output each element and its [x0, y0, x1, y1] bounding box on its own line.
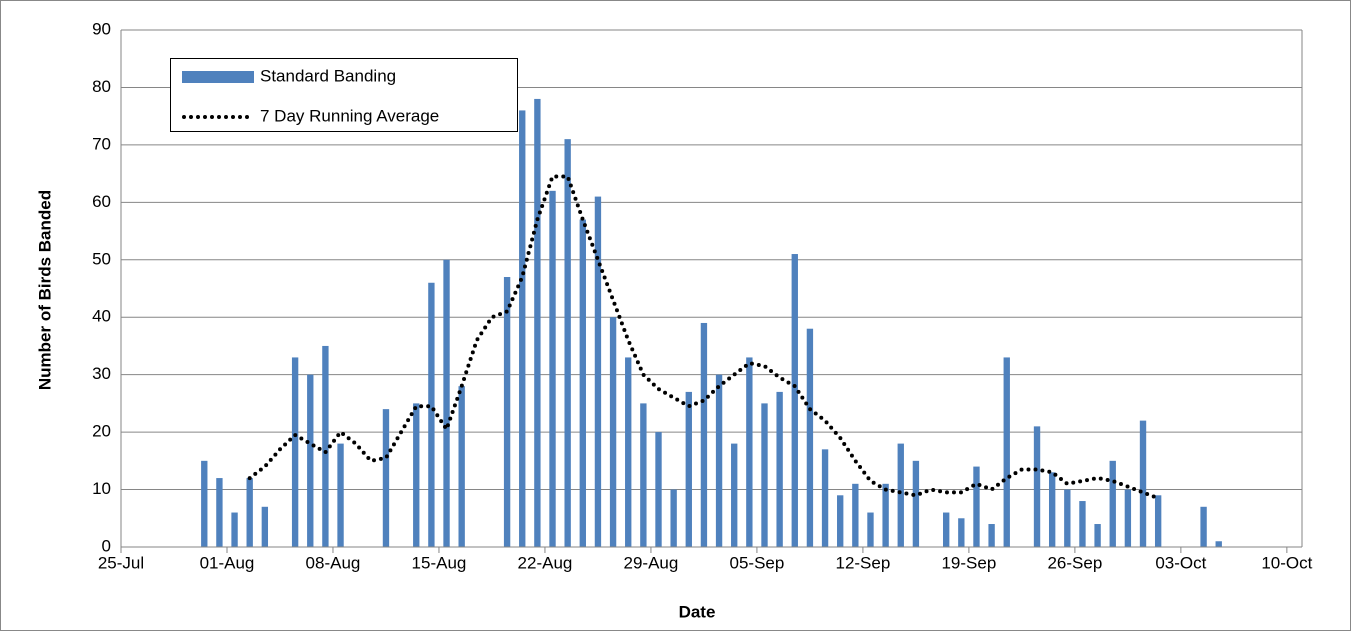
x-tick-label: 29-Aug	[624, 553, 679, 572]
bar	[1033, 426, 1041, 547]
bar	[988, 524, 995, 547]
bar	[231, 512, 238, 547]
bar	[291, 357, 299, 547]
bar	[594, 196, 602, 548]
bar	[715, 374, 723, 547]
bar	[1003, 357, 1010, 547]
y-tick-label: 20	[92, 422, 111, 441]
bar	[791, 254, 798, 548]
bar	[852, 483, 859, 547]
y-tick-label: 10	[92, 479, 111, 498]
x-tick-label: 10-Oct	[1261, 553, 1312, 572]
bar	[1154, 495, 1162, 547]
bar	[640, 403, 647, 547]
bar	[382, 409, 390, 547]
bar	[503, 277, 511, 547]
y-tick-label: 30	[92, 364, 111, 383]
bar	[670, 489, 677, 547]
bar	[534, 98, 541, 547]
bar	[1048, 472, 1056, 547]
bar	[337, 443, 344, 547]
bar	[1124, 489, 1132, 547]
bar	[201, 460, 208, 547]
bar	[867, 512, 874, 547]
legend-label: 7 Day Running Average	[260, 106, 439, 125]
legend-box	[170, 58, 518, 132]
bar	[973, 466, 980, 547]
bar	[458, 386, 465, 547]
bar	[806, 328, 814, 547]
line	[247, 174, 1161, 501]
x-tick-label: 08-Aug	[306, 553, 361, 572]
bar	[1215, 541, 1222, 547]
bar	[1200, 506, 1207, 547]
bar	[1139, 420, 1147, 547]
bar	[943, 512, 950, 547]
bar	[261, 506, 269, 547]
legend-swatch	[182, 71, 254, 83]
bar	[1109, 460, 1116, 547]
bar	[322, 345, 329, 547]
x-tick-label: 25-Jul	[98, 553, 144, 572]
bar	[821, 449, 829, 547]
legend: Standard Banding 7 Day Running Average	[170, 58, 518, 132]
bar	[413, 403, 420, 547]
bar	[958, 518, 965, 547]
bar	[731, 443, 738, 547]
bar	[776, 391, 783, 547]
bar	[519, 110, 526, 547]
x-tick-label: 12-Sep	[835, 553, 890, 572]
bar	[912, 460, 920, 547]
x-tick-label: 05-Sep	[730, 553, 785, 572]
bar	[216, 478, 223, 547]
y-tick-label: 60	[92, 192, 111, 211]
bar	[1094, 524, 1101, 547]
bar	[700, 322, 708, 547]
bar	[685, 391, 692, 547]
bar	[837, 495, 844, 547]
bar	[897, 443, 904, 547]
bar	[1079, 501, 1086, 547]
x-axis-title: Date	[679, 602, 716, 621]
bar	[761, 403, 768, 547]
x-tick-label: 15-Aug	[412, 553, 467, 572]
y-axis-title: Number of Birds Banded	[35, 190, 54, 390]
y-tick-label: 0	[102, 536, 111, 555]
bar	[428, 282, 435, 547]
bar	[246, 478, 253, 547]
x-tick-label: 19-Sep	[941, 553, 996, 572]
bar	[609, 317, 617, 547]
x-tick-label: 26-Sep	[1047, 553, 1102, 572]
bar	[1064, 489, 1071, 547]
bar	[564, 139, 571, 547]
legend-label: Standard Banding	[260, 66, 396, 85]
bar	[655, 432, 662, 547]
bar	[549, 190, 556, 547]
bar	[307, 374, 314, 547]
y-tick-label: 80	[92, 77, 111, 96]
y-tick-label: 50	[92, 249, 111, 268]
y-tick-label: 40	[92, 307, 111, 326]
x-tick-label: 03-Oct	[1155, 553, 1206, 572]
y-tick-label: 90	[92, 19, 111, 38]
x-tick-label: 22-Aug	[518, 553, 573, 572]
bar	[746, 357, 753, 547]
bar	[579, 219, 586, 548]
bar	[882, 483, 889, 547]
bar	[625, 357, 632, 547]
y-tick-label: 70	[92, 134, 111, 153]
bar	[443, 259, 450, 547]
x-tick-label: 01-Aug	[200, 553, 255, 572]
